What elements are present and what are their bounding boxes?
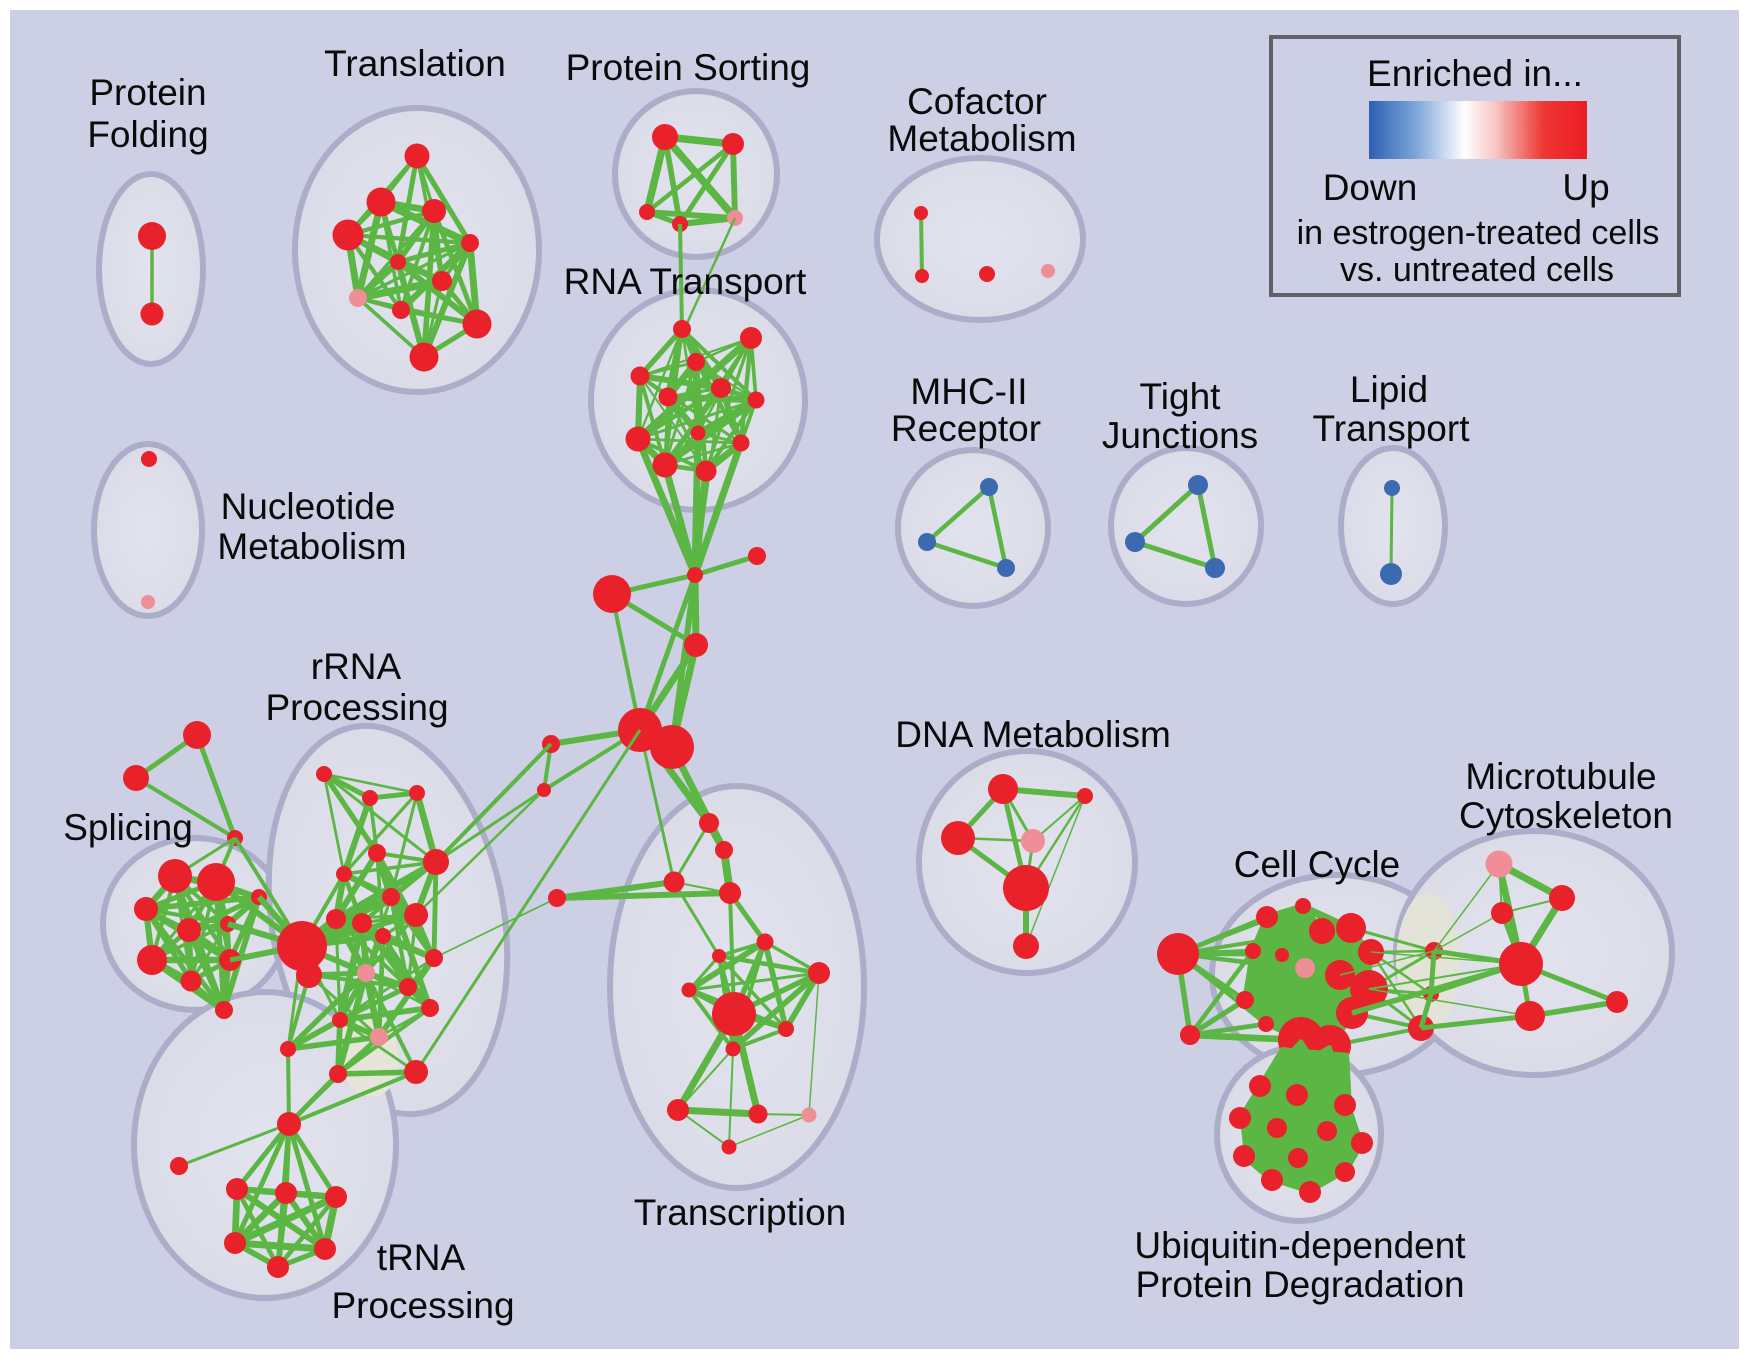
svg-text:Protein Sorting: Protein Sorting bbox=[566, 47, 811, 88]
svg-text:Enriched in...: Enriched in... bbox=[1367, 53, 1583, 94]
svg-text:Metabolism: Metabolism bbox=[217, 526, 406, 567]
svg-text:Protein: Protein bbox=[89, 72, 206, 113]
svg-text:Transcription: Transcription bbox=[634, 1192, 846, 1233]
svg-text:Receptor: Receptor bbox=[891, 408, 1041, 449]
svg-text:Nucleotide: Nucleotide bbox=[221, 486, 396, 527]
svg-text:Translation: Translation bbox=[324, 43, 506, 84]
svg-text:vs. untreated cells: vs. untreated cells bbox=[1340, 251, 1614, 289]
svg-text:Cytoskeleton: Cytoskeleton bbox=[1459, 795, 1673, 836]
svg-text:Folding: Folding bbox=[87, 114, 208, 155]
svg-text:Lipid: Lipid bbox=[1350, 369, 1428, 410]
svg-text:Transport: Transport bbox=[1313, 408, 1471, 449]
svg-text:Down: Down bbox=[1323, 167, 1418, 208]
svg-text:Protein Degradation: Protein Degradation bbox=[1135, 1264, 1464, 1305]
svg-text:Up: Up bbox=[1562, 167, 1609, 208]
svg-text:Processing: Processing bbox=[331, 1285, 514, 1326]
svg-text:Tight: Tight bbox=[1140, 376, 1222, 417]
svg-text:DNA Metabolism: DNA Metabolism bbox=[895, 714, 1171, 755]
svg-text:Ubiquitin-dependent: Ubiquitin-dependent bbox=[1134, 1225, 1466, 1266]
svg-text:MHC-II: MHC-II bbox=[910, 371, 1027, 412]
svg-text:Metabolism: Metabolism bbox=[887, 118, 1076, 159]
svg-text:in estrogen-treated cells: in estrogen-treated cells bbox=[1297, 214, 1660, 252]
svg-text:Processing: Processing bbox=[265, 687, 448, 728]
svg-text:Microtubule: Microtubule bbox=[1465, 756, 1656, 797]
svg-text:rRNA: rRNA bbox=[311, 646, 402, 687]
svg-text:Cofactor: Cofactor bbox=[907, 81, 1047, 122]
svg-text:RNA Transport: RNA Transport bbox=[564, 261, 807, 302]
svg-text:Cell Cycle: Cell Cycle bbox=[1234, 844, 1401, 885]
svg-text:tRNA: tRNA bbox=[377, 1237, 466, 1278]
svg-text:Junctions: Junctions bbox=[1102, 415, 1258, 456]
svg-text:Splicing: Splicing bbox=[63, 807, 193, 848]
